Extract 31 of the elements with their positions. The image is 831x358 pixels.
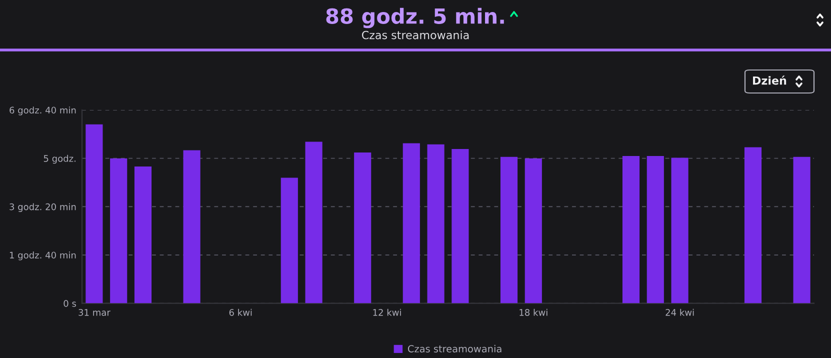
- x-tick-label: 24 kwi: [666, 308, 694, 316]
- bar: [110, 158, 128, 304]
- y-tick-label: 1 godz. 40 min: [10, 252, 76, 260]
- bar: [427, 144, 444, 304]
- x-tick-label: 18 kwi: [520, 308, 548, 316]
- y-tick-label: 6 godz. 40 min: [10, 106, 76, 116]
- bar: [183, 150, 200, 304]
- bar: [671, 158, 688, 304]
- text: Dzień: [753, 76, 786, 85]
- chart-subtitle: Czas streamowania: [362, 30, 469, 40]
- x-tick-label: 31 mar: [78, 309, 110, 316]
- bar: [452, 149, 469, 304]
- y-tick-label: 5 godz.: [44, 154, 76, 164]
- bar: [280, 178, 298, 304]
- bar: [500, 156, 518, 304]
- legend-label: Czas streamowania: [408, 344, 502, 352]
- bar: [86, 124, 103, 304]
- bar: [793, 156, 810, 304]
- y-tick-label: 0 s: [64, 300, 76, 307]
- chart-title: 88 godz. 5 min.: [326, 8, 504, 28]
- bar: [305, 142, 322, 304]
- x-tick-label: 12 kwi: [373, 308, 401, 316]
- bar: [744, 147, 762, 304]
- bar: [354, 152, 372, 304]
- x-tick-label: 6 kwi: [229, 308, 252, 316]
- bar: [402, 143, 420, 304]
- bar: [524, 158, 542, 304]
- y-tick-label: 3 godz. 20 min: [10, 203, 76, 212]
- bar: [134, 166, 152, 304]
- bar: [646, 156, 664, 304]
- bar: [622, 156, 640, 304]
